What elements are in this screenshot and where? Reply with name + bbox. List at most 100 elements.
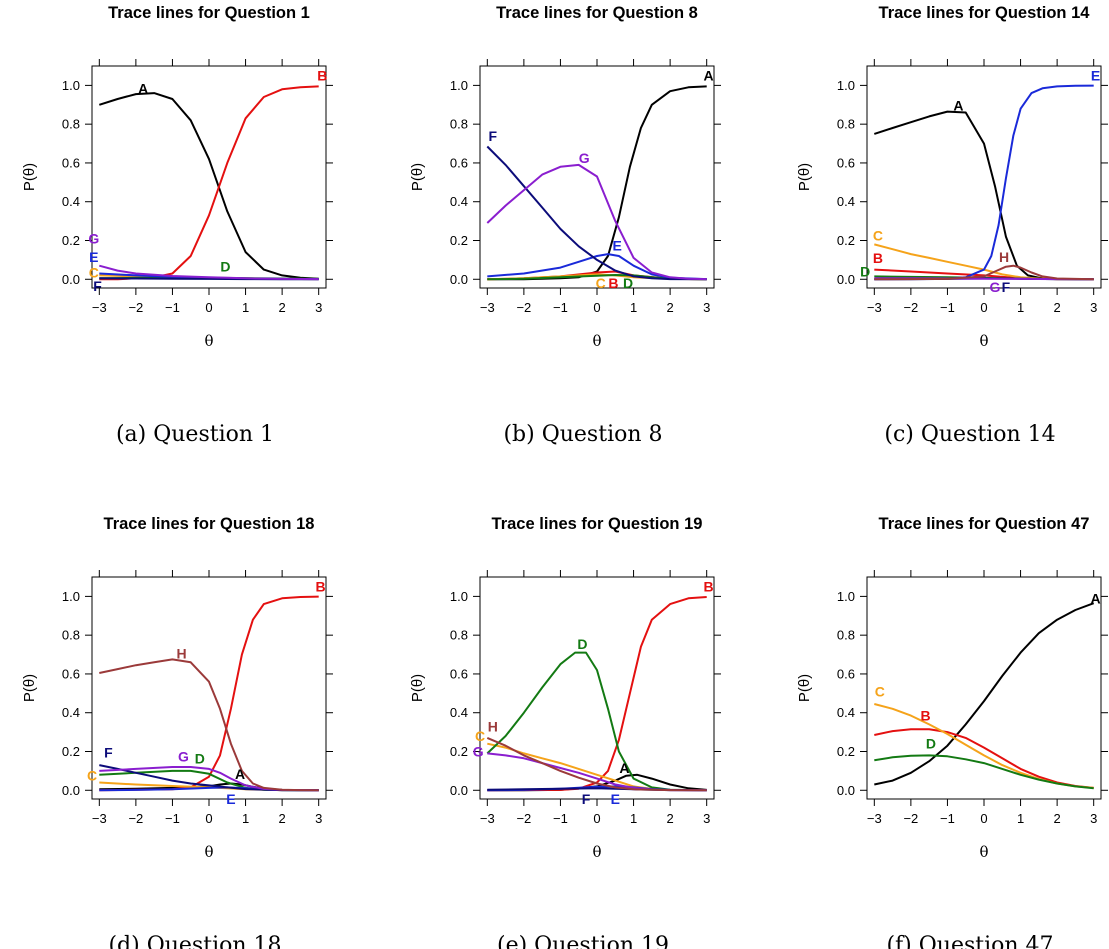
series-line-H — [486, 736, 707, 792]
series-line-D — [486, 651, 707, 792]
y-tick-label: 0.4 — [837, 194, 855, 209]
series-label-F: F — [104, 744, 113, 760]
y-tick-label: 0.6 — [837, 666, 855, 681]
x-tick-label: −1 — [940, 811, 955, 826]
x-tick-label: 3 — [703, 811, 710, 826]
series-label-E: E — [612, 237, 621, 253]
subfigure-caption: (c) Question 14 — [884, 422, 1055, 447]
series-label-D: D — [926, 736, 936, 752]
x-tick-label: 2 — [279, 811, 286, 826]
series-label-B: B — [703, 579, 713, 595]
series-line-F — [99, 764, 319, 792]
x-axis-label: θ — [204, 332, 213, 350]
subfigure-caption: (b) Question 8 — [503, 422, 662, 447]
x-tick-label: 2 — [667, 300, 674, 315]
series-label-F: F — [489, 128, 498, 144]
series-label-B: B — [873, 250, 883, 266]
trace-plot-panel: Trace lines for Question 18 −3 −2 −1 0 1 2 3 0.0… — [21, 515, 333, 949]
series-label-E: E — [226, 791, 235, 807]
plot-frame — [866, 65, 1102, 289]
y-tick-label: 0.6 — [450, 155, 468, 170]
x-tick-label: −3 — [480, 811, 495, 826]
x-tick-label: 0 — [980, 811, 987, 826]
x-tick-label: −1 — [553, 300, 568, 315]
subfigure-caption: (d) Question 18 — [108, 933, 281, 949]
y-tick-label: 0.8 — [450, 117, 468, 132]
series-label-A: A — [619, 760, 629, 776]
x-tick-label: 3 — [703, 300, 710, 315]
y-tick-label: 0.8 — [837, 117, 855, 132]
y-tick-label: 0.8 — [837, 628, 855, 643]
y-tick-label: 0.4 — [450, 194, 468, 209]
x-tick-label: −2 — [516, 300, 531, 315]
x-tick-label: −2 — [128, 300, 143, 315]
y-tick-label: 0.6 — [62, 666, 80, 681]
x-tick-label: −3 — [867, 300, 882, 315]
series-label-C: C — [475, 728, 485, 744]
y-axis-label: P(θ) — [409, 674, 426, 702]
series-label-E: E — [89, 249, 98, 265]
x-tick-label: −2 — [903, 300, 918, 315]
series-label-D: D — [577, 636, 587, 652]
series-line-F — [486, 145, 707, 281]
x-tick-label: 2 — [1054, 300, 1061, 315]
x-tick-label: −2 — [516, 811, 531, 826]
series-line-B — [99, 85, 319, 281]
x-tick-label: 1 — [242, 811, 249, 826]
plot-frame — [91, 65, 327, 289]
series-label-E: E — [1091, 68, 1100, 84]
y-tick-label: 1.0 — [450, 589, 468, 604]
series-label-F: F — [582, 791, 591, 807]
y-axis-label: P(θ) — [796, 163, 813, 191]
y-tick-label: 0.2 — [837, 744, 855, 759]
series-line-A — [98, 92, 319, 280]
x-tick-label: 3 — [1090, 811, 1097, 826]
plot-frame — [479, 576, 715, 800]
series-label-G: G — [579, 150, 590, 166]
chart-title: Trace lines for Question 18 — [104, 515, 315, 533]
series-label-C: C — [89, 264, 99, 280]
x-tick-label: 0 — [593, 811, 600, 826]
y-tick-label: 1.0 — [62, 78, 80, 93]
chart-title: Trace lines for Question 19 — [492, 515, 703, 533]
series-label-D: D — [623, 275, 633, 291]
x-tick-label: 0 — [980, 300, 987, 315]
x-tick-label: 1 — [1017, 811, 1024, 826]
trace-plot-panel: Trace lines for Question 19 −3 −2 −1 0 1 2 3 0.0… — [409, 515, 721, 949]
x-tick-label: 2 — [1054, 811, 1061, 826]
y-tick-label: 0.8 — [450, 628, 468, 643]
series-line-B — [874, 728, 1094, 789]
y-tick-label: 0.2 — [450, 233, 468, 248]
y-tick-label: 0.2 — [450, 744, 468, 759]
series-line-G — [486, 163, 707, 281]
x-tick-label: 2 — [279, 300, 286, 315]
y-tick-label: 0.6 — [450, 666, 468, 681]
chart-title: Trace lines for Question 8 — [496, 4, 698, 22]
y-tick-label: 1.0 — [450, 78, 468, 93]
y-axis-label: P(θ) — [409, 163, 426, 191]
series-line-B — [99, 595, 319, 792]
series-line-C — [874, 243, 1094, 281]
x-tick-label: 1 — [242, 300, 249, 315]
y-tick-label: 0.2 — [837, 233, 855, 248]
series-line-E — [874, 84, 1094, 281]
series-label-D: D — [860, 264, 870, 280]
series-line-A — [874, 602, 1095, 786]
series-label-H: H — [177, 646, 187, 662]
y-tick-label: 0.2 — [62, 744, 80, 759]
x-tick-label: 1 — [1017, 300, 1024, 315]
x-axis-label: θ — [979, 332, 988, 350]
y-tick-label: 0.0 — [62, 783, 80, 798]
y-axis-label: P(θ) — [796, 674, 813, 702]
x-tick-label: 0 — [205, 811, 212, 826]
series-line-G — [99, 264, 319, 281]
series-label-H: H — [999, 249, 1009, 265]
series-label-B: B — [608, 275, 618, 291]
x-tick-label: −1 — [940, 300, 955, 315]
series-label-C: C — [87, 768, 97, 784]
x-tick-label: −2 — [903, 811, 918, 826]
x-tick-label: 2 — [667, 811, 674, 826]
series-label-G: G — [473, 743, 484, 759]
x-tick-label: −3 — [92, 300, 107, 315]
